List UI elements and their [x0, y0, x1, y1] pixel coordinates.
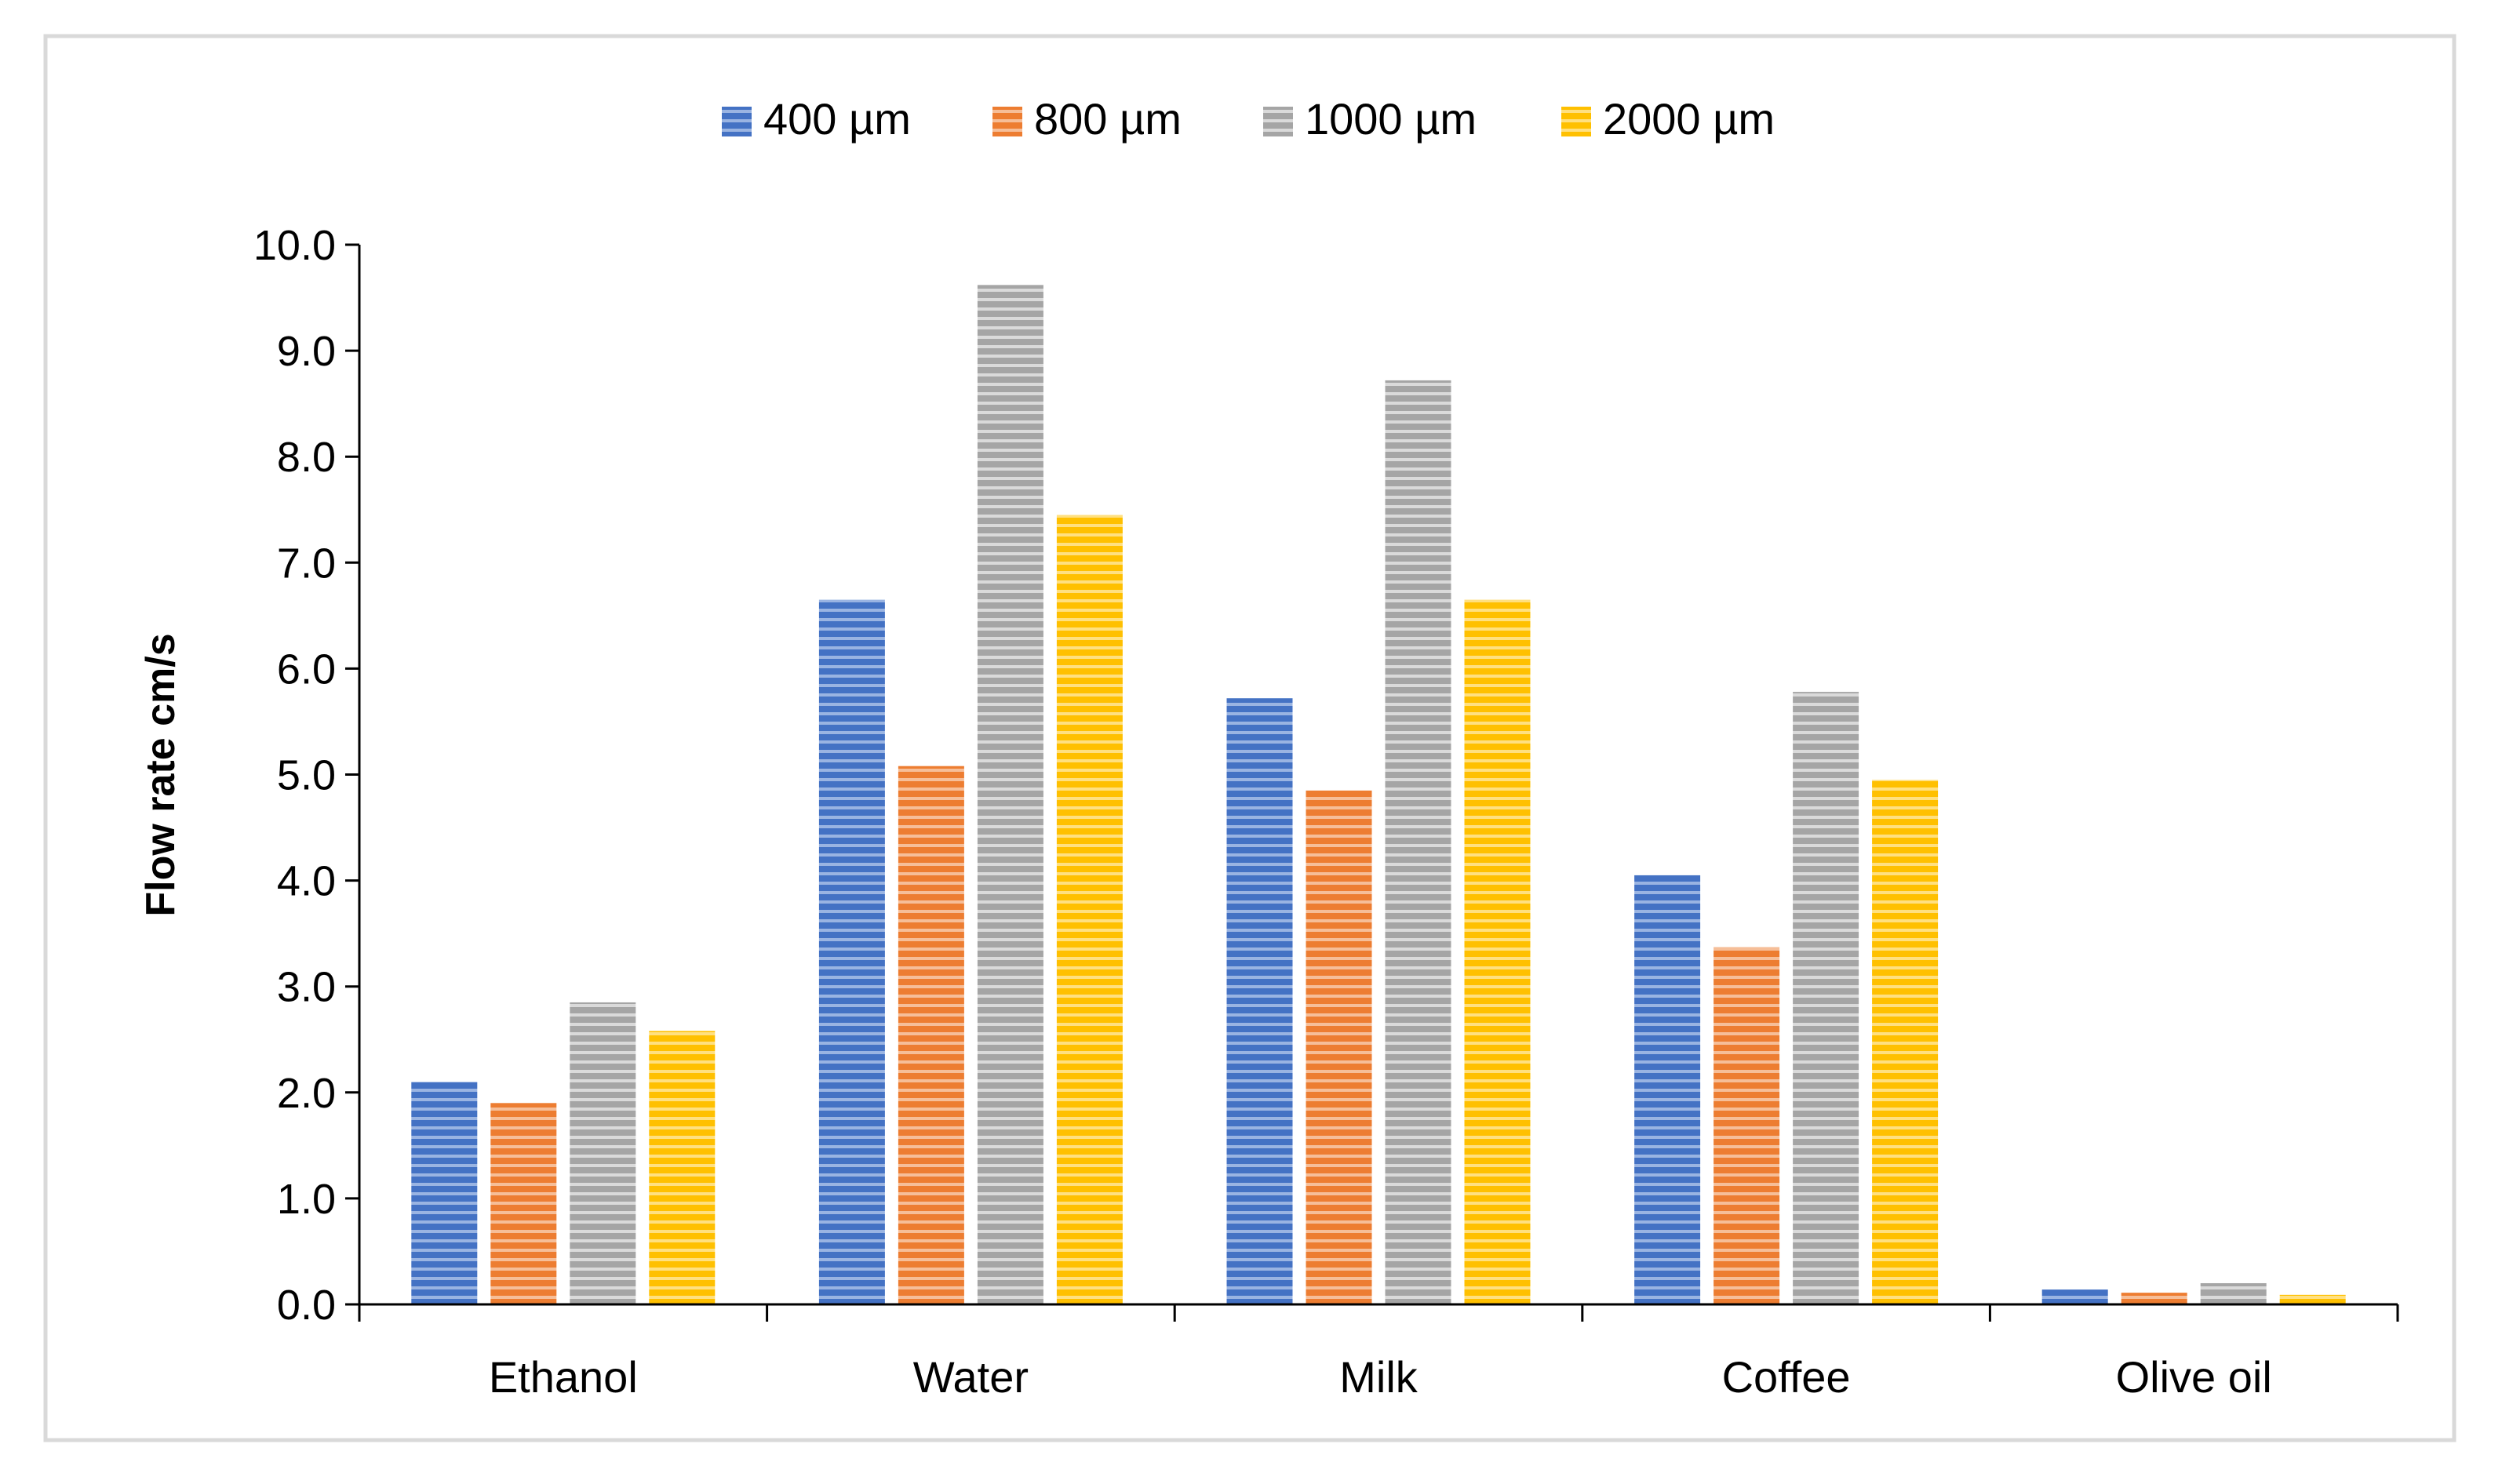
x-tick-label: Coffee — [1722, 1352, 1851, 1402]
legend-item-400um: 400 µm — [722, 94, 911, 144]
x-axis — [358, 1303, 2399, 1322]
bar-olive-oil-0 — [2041, 1289, 2108, 1304]
bar-olive-oil-3 — [2279, 1294, 2346, 1304]
x-tick-label: Water — [913, 1352, 1029, 1402]
bar-coffee-3 — [1872, 780, 1939, 1304]
bar-milk-1 — [1306, 790, 1372, 1304]
x-axis-labels: Ethanol Water Milk Coffee Olive oil — [489, 1352, 2272, 1402]
bar-ethanol-1 — [490, 1103, 557, 1304]
legend: 400 µm 800 µm 1000 µm 2000 µm — [722, 94, 1775, 144]
bar-water-1 — [898, 766, 964, 1304]
bar-milk-2 — [1385, 380, 1451, 1305]
legend-item-2000um: 2000 µm — [1561, 94, 1775, 144]
bar-water-0 — [818, 599, 885, 1304]
bar-coffee-1 — [1714, 947, 1780, 1304]
y-tick-label: 1.0 — [277, 1176, 336, 1223]
bar-ethanol-3 — [649, 1031, 716, 1304]
legend-label-800um: 800 µm — [1034, 94, 1182, 144]
y-tick-label: 9.0 — [277, 328, 336, 375]
legend-swatch-1000um — [1263, 107, 1293, 136]
y-axis-title: Flow rate cm/s — [138, 633, 184, 916]
x-tick-label: Olive oil — [2116, 1352, 2272, 1402]
legend-item-800um: 800 µm — [992, 94, 1182, 144]
legend-swatch-800um — [992, 107, 1022, 136]
y-tick-label: 10.0 — [253, 222, 336, 269]
y-tick-label: 4.0 — [277, 858, 336, 905]
bar-olive-oil-2 — [2200, 1282, 2267, 1304]
legend-swatch-400um — [722, 107, 752, 136]
bar-coffee-0 — [1634, 875, 1701, 1304]
x-tick-label: Ethanol — [489, 1352, 638, 1402]
bar-ethanol-2 — [570, 1002, 636, 1304]
legend-item-1000um: 1000 µm — [1263, 94, 1477, 144]
legend-label-2000um: 2000 µm — [1603, 94, 1775, 144]
legend-swatch-2000um — [1561, 107, 1591, 136]
bar-ethanol-0 — [411, 1082, 478, 1304]
y-tick-label: 8.0 — [277, 434, 336, 481]
bar-water-3 — [1056, 515, 1123, 1304]
bar-water-2 — [977, 285, 1043, 1304]
y-tick-label: 7.0 — [277, 540, 336, 587]
legend-label-400um: 400 µm — [763, 94, 911, 144]
y-tick-label: 5.0 — [277, 752, 336, 799]
bar-olive-oil-1 — [2121, 1293, 2187, 1304]
y-tick-label: 3.0 — [277, 964, 336, 1011]
bars — [411, 285, 2346, 1305]
x-tick-label: Milk — [1339, 1352, 1419, 1402]
y-tick-label: 2.0 — [277, 1070, 336, 1117]
y-tick-label: 0.0 — [277, 1282, 336, 1329]
bar-milk-0 — [1226, 698, 1293, 1304]
y-tick-label: 6.0 — [277, 646, 336, 693]
legend-label-1000um: 1000 µm — [1305, 94, 1477, 144]
bar-coffee-2 — [1793, 692, 1859, 1304]
bar-milk-3 — [1464, 599, 1531, 1304]
y-axis-ticks: 0.0 1.0 2.0 3.0 4.0 5.0 6.0 7.0 8.0 9.0 10.0 — [253, 222, 361, 1329]
